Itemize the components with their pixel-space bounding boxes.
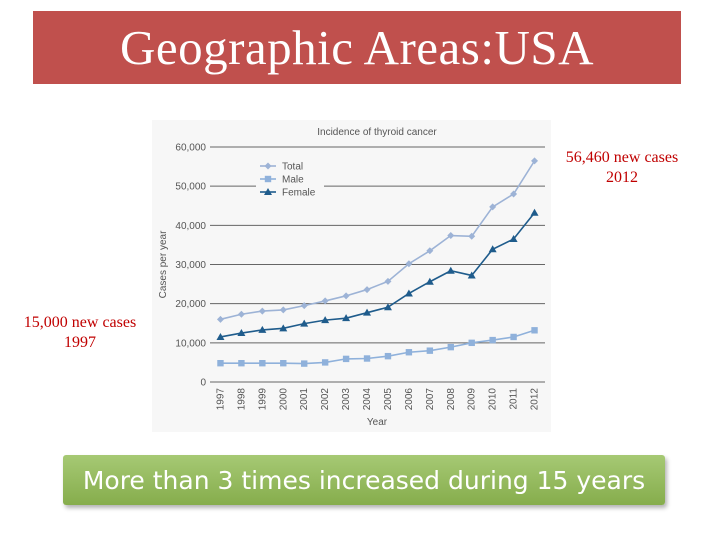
line-chart: Incidence of thyroid cancer 0 10,000 20,000… [158, 127, 545, 428]
male-point [280, 360, 287, 367]
total-series-line [220, 160, 536, 321]
male-point [259, 360, 266, 367]
x-tick-label: 1999 [257, 388, 268, 411]
x-tick-label: 2006 [404, 388, 415, 411]
male-point [426, 347, 434, 354]
x-tick-label: 1998 [236, 388, 247, 411]
conclusion-banner: More than 3 times increased during 15 ye… [63, 455, 665, 505]
male-point [301, 360, 308, 367]
note-1997: 15,000 new cases 1997 [10, 313, 150, 353]
male-point [468, 339, 475, 347]
x-axis-label: Year [367, 417, 388, 428]
y-tick-label: 30,000 [175, 260, 206, 271]
chart-title: Incidence of thyroid cancer [317, 127, 437, 138]
y-tick-label: 0 [200, 378, 206, 389]
slide-title: Geographic Areas:USA [119, 20, 595, 75]
x-tick-label: 2007 [425, 388, 436, 411]
x-tick-label: 2005 [383, 388, 394, 411]
legend-marker-female [264, 188, 272, 195]
total-point [363, 286, 371, 294]
conclusion-text: More than 3 times increased during 15 ye… [82, 465, 646, 495]
male-point [217, 360, 224, 367]
male-point [384, 352, 392, 360]
legend-marker-total [264, 162, 272, 170]
total-point [258, 307, 266, 315]
total-point [279, 306, 287, 314]
y-axis-label: Cases per year [158, 230, 169, 298]
legend-marker-male [264, 175, 272, 183]
female-point [342, 314, 351, 322]
y-tick-label: 60,000 [175, 143, 206, 154]
male-point [405, 349, 413, 356]
male-point [321, 359, 329, 366]
x-tick-label: 2003 [341, 388, 352, 411]
x-tick-label: 2012 [530, 388, 541, 411]
female-point [467, 271, 476, 279]
female-point [509, 235, 518, 243]
chart-area: Incidence of thyroid cancer 0 10,000 20,000… [152, 120, 551, 432]
male-point [363, 355, 371, 362]
female-point [383, 303, 392, 311]
total-point [237, 310, 245, 318]
x-tick-label: 2011 [509, 388, 520, 410]
note-2012: 56,460 new cases 2012 [552, 148, 692, 188]
x-tick-label: 2002 [320, 388, 331, 411]
female-point [530, 208, 539, 216]
x-tick-label: 2010 [488, 388, 499, 411]
total-point [216, 315, 224, 323]
female-series-line [220, 212, 536, 338]
x-tick-label: 2004 [362, 388, 373, 411]
male-point [342, 355, 350, 363]
x-tick-label: 2001 [299, 388, 310, 411]
male-series-line [220, 329, 535, 365]
female-point [300, 319, 309, 327]
title-banner: Geographic Areas:USA [33, 11, 681, 84]
female-point [425, 277, 434, 285]
male-point [489, 336, 496, 344]
x-tick-label: 2008 [446, 388, 457, 411]
legend-label-total: Total [282, 162, 303, 173]
total-point [342, 292, 350, 300]
total-point [468, 232, 476, 240]
female-point [216, 332, 225, 340]
female-point [404, 289, 413, 297]
x-tick-label: 2000 [278, 388, 289, 411]
female-point [258, 325, 267, 333]
total-point [489, 203, 497, 211]
total-point [447, 232, 455, 240]
x-tick-label: 1997 [215, 388, 226, 411]
male-point [447, 343, 454, 351]
note-1997-line1: 15,000 new cases [23, 314, 137, 331]
female-point [321, 316, 330, 324]
female-point [363, 308, 372, 316]
x-tick-label: 2009 [467, 388, 478, 411]
total-point [510, 190, 518, 198]
male-point [531, 327, 538, 334]
total-point [405, 260, 413, 268]
female-point [488, 245, 497, 253]
total-point [321, 297, 329, 305]
male-point [238, 360, 245, 367]
y-tick-label: 50,000 [175, 182, 206, 193]
female-point [279, 324, 288, 332]
note-2012-line2: 2012 [606, 169, 638, 186]
female-point [237, 329, 246, 337]
note-1997-line2: 1997 [64, 334, 96, 351]
y-tick-label: 40,000 [175, 221, 206, 232]
total-point [300, 302, 308, 310]
y-tick-label: 20,000 [175, 299, 206, 310]
total-point [384, 277, 392, 285]
male-point [510, 333, 517, 341]
total-point [531, 157, 539, 165]
legend-label-male: Male [282, 175, 304, 186]
note-2012-line1: 56,460 new cases [565, 149, 679, 166]
female-point [446, 266, 455, 274]
total-point [426, 247, 434, 255]
y-tick-label: 10,000 [175, 338, 206, 349]
legend-label-female: Female [282, 188, 316, 199]
